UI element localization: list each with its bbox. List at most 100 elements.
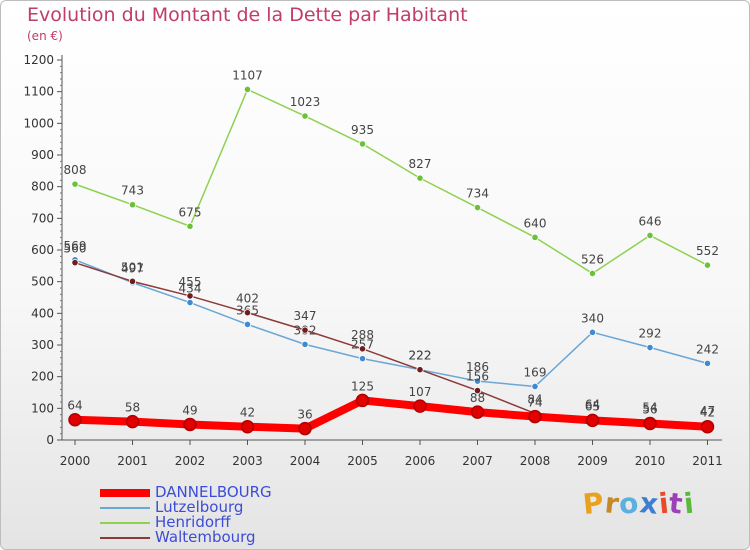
data-point-waltembourg — [186, 292, 194, 300]
data-label-dannelbourg: 56 — [642, 403, 657, 417]
data-point-dannelbourg — [183, 417, 197, 432]
data-label-lutzelbourg: 169 — [524, 365, 547, 379]
data-label-henridorff: 935 — [351, 123, 374, 137]
data-point-henridorff — [646, 231, 654, 240]
data-label-waltembourg: 402 — [236, 292, 259, 306]
data-label-dannelbourg: 42 — [240, 406, 255, 420]
data-point-lutzelbourg — [243, 320, 252, 329]
data-label-lutzelbourg: 292 — [639, 327, 662, 341]
data-label-waltembourg: 156 — [466, 370, 489, 384]
data-label-waltembourg: 84 — [527, 392, 542, 406]
data-point-lutzelbourg — [531, 382, 539, 391]
data-label-waltembourg: 64 — [585, 397, 600, 411]
data-label-dannelbourg: 42 — [700, 406, 715, 420]
data-point-henridorff — [186, 222, 194, 230]
data-point-henridorff — [71, 180, 79, 188]
data-point-henridorff — [416, 174, 424, 182]
y-tick-label: 0 — [46, 433, 54, 447]
data-point-henridorff — [473, 203, 482, 212]
logo-letter: P — [581, 485, 607, 522]
data-label-lutzelbourg: 569 — [64, 239, 87, 253]
y-tick-label: 500 — [31, 275, 54, 289]
x-tick-label: 2011 — [692, 454, 723, 468]
legend-swatch — [100, 537, 150, 539]
data-point-lutzelbourg — [186, 298, 194, 307]
data-point-dannelbourg — [585, 413, 600, 428]
data-point-dannelbourg — [643, 416, 657, 431]
series-line-dannelbourg — [71, 396, 712, 433]
x-tick-label: 2010 — [635, 454, 666, 468]
legend-swatch — [100, 522, 150, 524]
series-line-henridorff — [74, 88, 709, 275]
x-tick-label: 2000 — [60, 454, 91, 468]
data-label-lutzelbourg: 340 — [581, 311, 604, 325]
legend-label: Henridorff — [155, 513, 231, 531]
data-label-henridorff: 1023 — [290, 95, 321, 109]
x-tick-label: 2002 — [175, 454, 206, 468]
x-tick-label: 2008 — [520, 454, 551, 468]
chart-title: Evolution du Montant de la Dette par Hab… — [27, 4, 468, 26]
x-tick-label: 2001 — [117, 454, 148, 468]
data-label-waltembourg: 455 — [179, 275, 202, 289]
x-tick-label: 2005 — [347, 454, 378, 468]
data-point-waltembourg — [71, 259, 79, 267]
data-point-lutzelbourg — [301, 340, 309, 348]
y-tick-label: 200 — [31, 370, 54, 384]
data-label-henridorff: 646 — [639, 214, 662, 228]
legend-swatch — [100, 507, 150, 509]
data-label-henridorff: 675 — [179, 205, 202, 219]
data-point-lutzelbourg — [473, 377, 482, 385]
y-tick-label: 100 — [31, 401, 54, 415]
data-label-henridorff: 808 — [64, 163, 87, 177]
data-label-dannelbourg: 49 — [182, 403, 197, 417]
data-label-dannelbourg: 36 — [297, 408, 312, 422]
data-label-lutzelbourg: 257 — [351, 338, 374, 352]
legend-label: Waltembourg — [155, 528, 256, 546]
data-label-lutzelbourg: 222 — [409, 349, 432, 363]
data-label-dannelbourg: 74 — [527, 396, 542, 410]
data-label-dannelbourg: 107 — [409, 385, 432, 399]
data-point-henridorff — [358, 140, 367, 148]
data-point-lutzelbourg — [646, 343, 654, 352]
y-tick-label: 1100 — [23, 85, 54, 99]
data-point-dannelbourg — [355, 393, 370, 408]
data-label-dannelbourg: 65 — [585, 399, 600, 413]
data-point-henridorff — [243, 85, 252, 94]
data-label-waltembourg: 222 — [409, 349, 432, 363]
data-label-henridorff: 640 — [524, 216, 547, 230]
data-point-henridorff — [301, 112, 309, 120]
data-point-henridorff — [703, 261, 712, 269]
chart-unit: (en €) — [27, 29, 63, 43]
data-point-lutzelbourg — [588, 328, 597, 336]
data-label-waltembourg: 501 — [121, 260, 144, 274]
data-label-henridorff: 1107 — [232, 68, 263, 82]
data-label-lutzelbourg: 434 — [179, 282, 202, 296]
data-label-dannelbourg: 64 — [67, 399, 82, 413]
line-chart: 0 100 200 300 400 500 600 700 800 900 1000 1100 1200… — [23, 53, 723, 468]
data-label-dannelbourg: 58 — [125, 401, 140, 415]
data-label-henridorff: 526 — [581, 252, 604, 266]
proxiti-logo: Proxiti — [581, 485, 696, 522]
y-tick-label: 1200 — [23, 53, 54, 67]
data-label-dannelbourg: 88 — [470, 391, 485, 405]
y-tick-label: 800 — [31, 180, 54, 194]
data-label-waltembourg: 54 — [642, 401, 657, 415]
data-point-waltembourg — [243, 309, 252, 317]
y-tick-label: 1000 — [23, 116, 54, 130]
data-point-dannelbourg — [68, 412, 82, 427]
data-label-henridorff: 552 — [696, 244, 719, 258]
data-label-lutzelbourg: 497 — [121, 262, 144, 276]
data-label-henridorff: 734 — [466, 187, 489, 201]
x-tick-label: 2007 — [462, 454, 493, 468]
data-label-dannelbourg: 125 — [351, 379, 374, 393]
data-label-waltembourg: 47 — [700, 404, 715, 418]
data-label-waltembourg: 560 — [64, 242, 87, 256]
x-tick-label: 2004 — [290, 454, 321, 468]
x-tick-label: 2009 — [577, 454, 608, 468]
data-point-dannelbourg — [413, 399, 427, 413]
data-point-waltembourg — [358, 345, 367, 353]
y-tick-label: 300 — [31, 338, 54, 352]
data-point-henridorff — [588, 269, 597, 278]
data-label-lutzelbourg: 242 — [696, 342, 719, 356]
x-tick-label: 2003 — [232, 454, 263, 468]
